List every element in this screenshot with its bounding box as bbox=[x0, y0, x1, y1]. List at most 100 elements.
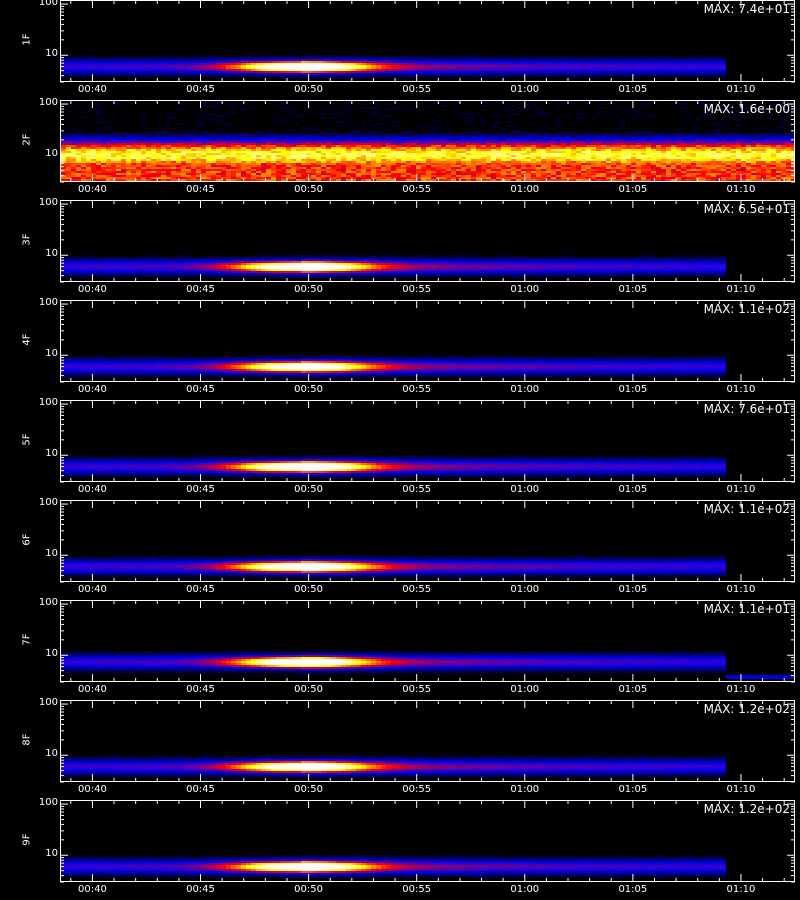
spectrogram-cell bbox=[136, 149, 141, 151]
spectrogram-cell bbox=[86, 71, 91, 73]
spectrogram-cell bbox=[221, 143, 226, 145]
spectrogram-cell bbox=[101, 67, 106, 69]
spectrogram-cell bbox=[251, 173, 256, 175]
spectrogram-cell bbox=[631, 71, 636, 73]
spectrogram-cell bbox=[276, 139, 281, 141]
spectrogram-cell bbox=[231, 141, 236, 143]
spectrogram-cell bbox=[226, 65, 231, 67]
spectrogram-cell bbox=[271, 61, 276, 63]
spectrogram-cell bbox=[641, 139, 646, 141]
spectrogram-cell bbox=[401, 149, 406, 151]
spectrogram-cell bbox=[191, 61, 196, 63]
spectrogram-cell bbox=[526, 75, 531, 77]
spectrogram-cell bbox=[346, 159, 351, 161]
spectrogram-cell bbox=[201, 159, 206, 161]
spectrogram-cell bbox=[306, 133, 311, 135]
spectrogram-cell bbox=[446, 137, 451, 139]
spectrogram-cell bbox=[621, 123, 626, 125]
spectrogram-cell bbox=[76, 179, 81, 181]
spectrogram-cell bbox=[516, 107, 521, 109]
spectrogram-cell bbox=[676, 75, 681, 77]
spectrogram-cell bbox=[356, 149, 361, 151]
spectrogram-cell bbox=[431, 61, 436, 63]
spectrogram-cell bbox=[246, 177, 251, 179]
spectrogram-cell bbox=[236, 171, 241, 173]
spectrogram-cell bbox=[311, 145, 316, 147]
spectrogram-cell bbox=[526, 175, 531, 177]
spectrogram-cell bbox=[311, 137, 316, 139]
spectrogram-cell bbox=[286, 67, 291, 69]
spectrogram-cell bbox=[61, 135, 66, 137]
spectrogram-cell bbox=[101, 61, 106, 63]
spectrogram-cell bbox=[401, 133, 406, 135]
spectrogram-cell bbox=[321, 55, 326, 57]
spectrogram-cell bbox=[406, 171, 411, 173]
spectrogram-cell bbox=[396, 175, 401, 177]
spectrogram-cell bbox=[681, 59, 686, 61]
spectrogram-cell bbox=[601, 69, 606, 71]
spectrogram-cell bbox=[176, 143, 181, 145]
spectrogram-cell bbox=[496, 151, 501, 153]
spectrogram-cell bbox=[331, 55, 336, 57]
spectrogram-cell bbox=[226, 139, 231, 141]
spectrogram-cell bbox=[586, 75, 591, 77]
spectrogram-cell bbox=[541, 73, 546, 75]
spectrogram-cell bbox=[481, 73, 486, 75]
spectrogram-cell bbox=[396, 159, 401, 161]
spectrogram-cell bbox=[136, 65, 141, 67]
spectrogram-cell bbox=[661, 177, 666, 179]
spectrogram-cell bbox=[661, 71, 666, 73]
spectrogram-cell bbox=[471, 67, 476, 69]
spectrogram-cell bbox=[186, 159, 191, 161]
spectrogram-cell bbox=[531, 151, 536, 153]
spectrogram-cell bbox=[341, 157, 346, 159]
spectrogram-cell bbox=[401, 61, 406, 63]
spectrogram-cell bbox=[471, 179, 476, 181]
spectrogram-cell bbox=[556, 179, 561, 181]
spectrogram-cell bbox=[191, 65, 196, 67]
spectrogram-cell bbox=[346, 69, 351, 71]
spectrogram-cell bbox=[411, 151, 416, 153]
spectrogram-cell bbox=[191, 71, 196, 73]
spectrogram-cell bbox=[476, 157, 481, 159]
spectrogram-cell bbox=[446, 67, 451, 69]
spectrogram-cell bbox=[701, 77, 706, 79]
spectrogram-cell bbox=[221, 161, 226, 163]
spectrogram-cell bbox=[241, 65, 246, 67]
spectrogram-cell bbox=[486, 173, 491, 175]
spectrogram-cell bbox=[271, 157, 276, 159]
spectrogram-cell bbox=[521, 61, 526, 63]
spectrogram-cell bbox=[121, 73, 126, 75]
spectrogram-cell bbox=[321, 133, 326, 135]
spectrogram-cell bbox=[66, 71, 71, 73]
spectrogram-cell bbox=[546, 149, 551, 151]
spectrogram-cell bbox=[361, 171, 366, 173]
spectrogram-cell bbox=[501, 73, 506, 75]
spectrogram-cell bbox=[186, 167, 191, 169]
spectrogram-cell bbox=[281, 67, 286, 69]
spectrogram-cell bbox=[561, 143, 566, 145]
spectrogram-cell bbox=[216, 129, 221, 131]
spectrogram-cell bbox=[441, 131, 446, 133]
spectrogram-cell bbox=[211, 151, 216, 153]
spectrogram-cell bbox=[101, 165, 106, 167]
spectrogram-cell bbox=[356, 171, 361, 173]
spectrogram-cell bbox=[256, 135, 261, 137]
spectrogram-cell bbox=[141, 163, 146, 165]
spectrogram-cell bbox=[331, 147, 336, 149]
spectrogram-cell bbox=[426, 57, 431, 59]
spectrogram-cell bbox=[121, 177, 126, 179]
spectrogram-cell bbox=[346, 177, 351, 179]
spectrogram-cell bbox=[251, 163, 256, 165]
spectrogram-cell bbox=[346, 143, 351, 145]
spectrogram-cell bbox=[71, 175, 76, 177]
spectrogram-cell bbox=[196, 67, 201, 69]
spectrogram-cell bbox=[106, 127, 111, 129]
spectrogram-cell bbox=[621, 139, 626, 141]
spectrogram-cell bbox=[646, 157, 651, 159]
spectrogram-cell bbox=[396, 173, 401, 175]
spectrogram-cell bbox=[501, 143, 506, 145]
spectrogram-cell bbox=[676, 59, 681, 61]
spectrogram-cell bbox=[231, 75, 236, 77]
spectrogram-cell bbox=[291, 63, 296, 65]
